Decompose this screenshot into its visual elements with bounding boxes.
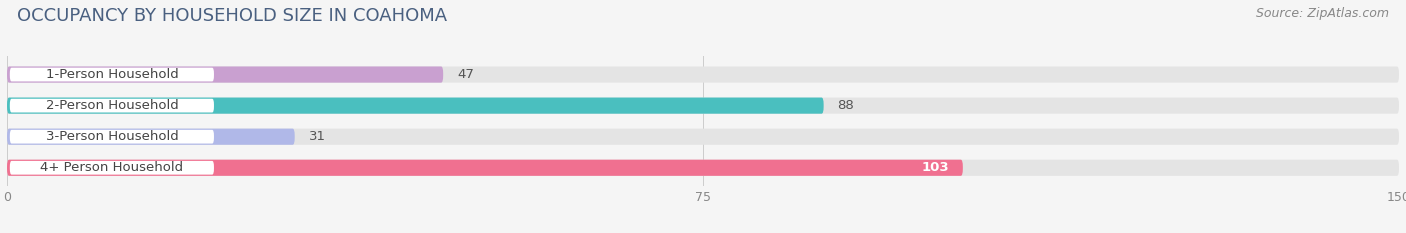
Text: 103: 103 [921,161,949,174]
FancyBboxPatch shape [10,130,214,144]
Text: 47: 47 [457,68,474,81]
FancyBboxPatch shape [7,66,443,83]
FancyBboxPatch shape [7,129,295,145]
Text: 31: 31 [308,130,326,143]
Text: 4+ Person Household: 4+ Person Household [41,161,183,174]
Text: Source: ZipAtlas.com: Source: ZipAtlas.com [1256,7,1389,20]
FancyBboxPatch shape [10,99,214,113]
Text: 1-Person Household: 1-Person Household [45,68,179,81]
Text: 3-Person Household: 3-Person Household [45,130,179,143]
FancyBboxPatch shape [10,68,214,81]
FancyBboxPatch shape [7,160,963,176]
FancyBboxPatch shape [7,98,1399,114]
FancyBboxPatch shape [7,129,1399,145]
FancyBboxPatch shape [7,98,824,114]
Text: OCCUPANCY BY HOUSEHOLD SIZE IN COAHOMA: OCCUPANCY BY HOUSEHOLD SIZE IN COAHOMA [17,7,447,25]
FancyBboxPatch shape [7,160,1399,176]
FancyBboxPatch shape [7,66,1399,83]
Text: 88: 88 [838,99,855,112]
Text: 2-Person Household: 2-Person Household [45,99,179,112]
FancyBboxPatch shape [10,161,214,175]
